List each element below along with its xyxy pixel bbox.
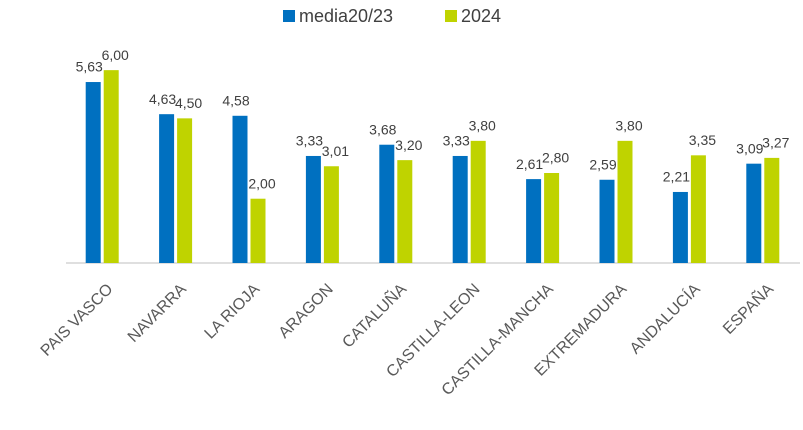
value-label: 4,63 [149, 91, 176, 107]
value-label: 2,59 [589, 156, 616, 172]
value-label: 3,01 [322, 143, 349, 159]
bar [379, 144, 395, 263]
value-label: 2,80 [542, 150, 569, 166]
bar [764, 157, 780, 263]
x-tick-label: ARAGON [276, 281, 337, 342]
value-label: 3,27 [762, 135, 789, 151]
bar [232, 115, 248, 264]
bar [470, 140, 486, 263]
bar [599, 179, 615, 263]
bar [617, 140, 633, 263]
bar [159, 114, 175, 263]
bar [177, 118, 193, 263]
bar [452, 155, 468, 263]
legend-swatch [445, 10, 457, 22]
value-label: 2,00 [248, 175, 275, 191]
bar [397, 160, 413, 263]
x-tick-label: NAVARRA [125, 281, 190, 346]
value-label: 3,33 [296, 133, 323, 149]
legend-swatch [283, 10, 295, 22]
value-label: 3,80 [469, 118, 496, 134]
legend-label: media20/23 [299, 6, 393, 26]
value-label: 6,00 [102, 47, 129, 63]
value-label: 5,63 [76, 59, 103, 75]
x-tick-label: LA RIOJA [202, 281, 264, 343]
value-label: 3,20 [395, 137, 422, 153]
value-label: 4,50 [175, 95, 202, 111]
value-label: 2,61 [516, 156, 543, 172]
bar [103, 70, 119, 264]
bar [690, 155, 706, 263]
value-label: 3,80 [615, 118, 642, 134]
value-label: 3,68 [369, 121, 396, 137]
x-tick-label: ESPAÑA [718, 278, 777, 337]
bar [526, 179, 542, 263]
value-label: 3,35 [689, 132, 716, 148]
bar [672, 191, 688, 263]
value-label: 3,33 [443, 133, 470, 149]
bar [746, 163, 762, 263]
bar [544, 173, 560, 263]
bar [305, 155, 321, 263]
legend-label: 2024 [461, 6, 501, 26]
bar [85, 82, 101, 264]
value-label: 3,09 [736, 140, 763, 156]
value-label: 2,21 [663, 169, 690, 185]
x-tick-label: CATALUÑA [337, 278, 410, 351]
value-label: 4,58 [222, 92, 249, 108]
x-tick-label: ANDALUCÍA [626, 279, 704, 357]
x-tick-label: PAIS VASCO [38, 281, 117, 360]
bar [323, 166, 339, 263]
bar [250, 198, 266, 263]
